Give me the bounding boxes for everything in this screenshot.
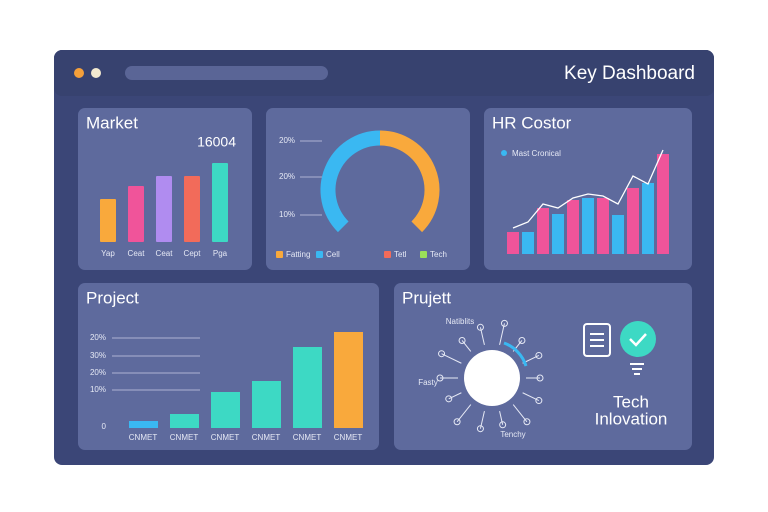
x-label: Pga (213, 249, 228, 258)
axis-label: 30% (90, 351, 106, 360)
spoke (456, 404, 472, 423)
node (518, 336, 526, 344)
check-icon (620, 321, 656, 357)
bar (211, 392, 240, 428)
window-title: Key Dashboard (564, 63, 695, 84)
axis-label: 10% (279, 210, 295, 219)
doc-icon (583, 323, 611, 357)
bar (552, 214, 564, 254)
x-label: Ceat (128, 249, 146, 258)
node (536, 374, 544, 382)
x-label: CNMET (211, 433, 240, 442)
panel (484, 108, 692, 270)
legend-label: Mast Cronical (512, 149, 561, 158)
header-bar (54, 50, 714, 96)
x-label: CNMET (129, 433, 158, 442)
bar (567, 200, 579, 254)
x-label: Ceat (156, 249, 174, 258)
legend-swatch (420, 251, 427, 258)
bar (582, 198, 594, 254)
legend-label: Cell (326, 250, 340, 259)
axis-label: 20% (279, 172, 295, 181)
axis-label: 10% (90, 385, 106, 394)
x-label: CNMET (334, 433, 363, 442)
axis-label: 20% (90, 368, 106, 377)
axis-label: 0 (102, 422, 107, 431)
spoke (448, 392, 462, 400)
node (453, 418, 461, 426)
bar (642, 183, 654, 254)
bar (170, 414, 199, 428)
tech-text: Tech (613, 392, 649, 411)
x-label: CNMET (293, 433, 322, 442)
bar (129, 421, 158, 428)
axis-label: 20% (279, 136, 295, 145)
panel-title: Prujett (402, 288, 451, 307)
bar (612, 215, 624, 254)
bar (293, 347, 322, 428)
gauge-arc (320, 130, 381, 233)
node (476, 425, 484, 433)
bar (627, 188, 639, 254)
window-dot[interactable] (91, 68, 101, 78)
gauge-arc (379, 130, 440, 233)
node (500, 319, 508, 327)
node (499, 421, 507, 429)
legend-swatch (384, 251, 391, 258)
spoke (461, 340, 472, 352)
axis-label: 20% (90, 333, 106, 342)
node (523, 418, 531, 426)
x-label: CNMET (170, 433, 199, 442)
panel-title: Market (86, 113, 138, 132)
node-label: Natiblits (446, 317, 474, 326)
bar (537, 208, 549, 254)
kpi-value: 16004 (197, 134, 236, 150)
hub (464, 350, 520, 406)
spoke (512, 404, 528, 423)
bar (334, 332, 363, 428)
legend-swatch (316, 251, 323, 258)
node-label: Fasty (418, 378, 438, 387)
node (476, 323, 484, 331)
node (535, 351, 543, 359)
check-mark (629, 333, 647, 347)
line (512, 149, 664, 229)
bar (522, 232, 534, 254)
legend-label: Tech (430, 250, 447, 259)
x-label: CNMET (252, 433, 281, 442)
bar (184, 176, 200, 242)
bar (597, 198, 609, 254)
hub-arc (503, 341, 528, 367)
bar (128, 186, 144, 242)
bar (507, 232, 519, 254)
search-bar[interactable] (125, 66, 328, 80)
spoke (499, 411, 504, 425)
x-label: Cept (184, 249, 202, 258)
node-label: Tenchy (500, 430, 525, 439)
panel-title: HR Costor (492, 113, 572, 132)
tech-text: Inlovation (595, 409, 668, 428)
bar (156, 176, 172, 242)
bar (100, 199, 116, 242)
bar (252, 381, 281, 428)
legend-swatch (276, 251, 283, 258)
legend-label: Tetl (394, 250, 407, 259)
legend-label: Fatting (286, 250, 310, 259)
node (458, 336, 466, 344)
legend-dot (501, 150, 507, 156)
bar (212, 163, 228, 242)
node (436, 374, 444, 382)
node (445, 395, 453, 403)
bulb-icon (630, 363, 644, 375)
panel-title: Project (86, 288, 139, 307)
x-label: Yap (101, 249, 115, 258)
bar (657, 154, 669, 254)
node (535, 397, 543, 405)
window-dot[interactable] (74, 68, 84, 78)
node (438, 350, 446, 358)
spoke (441, 353, 462, 364)
spoke (499, 323, 505, 345)
